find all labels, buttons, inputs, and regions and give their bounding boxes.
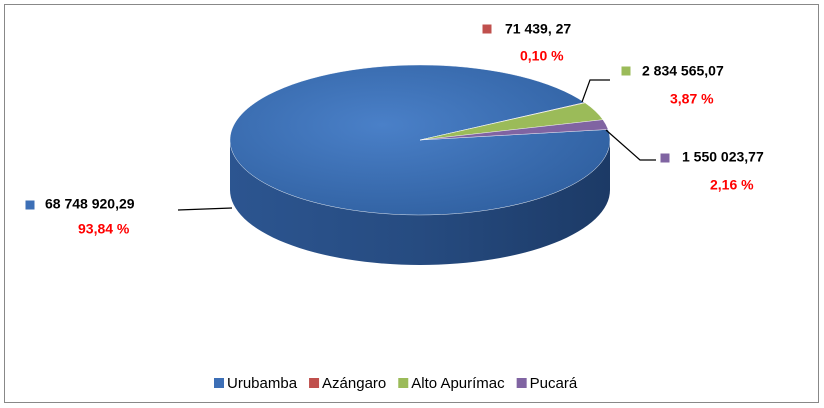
- value-label: 68 748 920,29: [45, 196, 135, 212]
- legend-swatch: [309, 378, 320, 388]
- value-label: 2 834 565,07: [642, 63, 724, 79]
- labels: 68 748 920,29 93,84 % 71 439, 27 0,10 % 2 83…: [25, 21, 764, 237]
- legend: Urubamba Azángaro Alto Apurímac Pucará: [214, 375, 578, 392]
- leader-line: [605, 129, 656, 161]
- label-marker: [660, 153, 670, 163]
- leader-line: [581, 79, 610, 103]
- pie: [229, 64, 611, 265]
- legend-label: Azángaro: [322, 375, 386, 392]
- legend-label: Urubamba: [227, 375, 298, 392]
- legend-label: Alto Apurímac: [411, 375, 505, 392]
- pie-slice: [419, 119, 609, 141]
- legend-swatch: [398, 378, 409, 388]
- value-label: 1 550 023,77: [682, 149, 764, 165]
- leader-line: [177, 207, 233, 211]
- percent-label: 93,84 %: [78, 221, 130, 237]
- percent-label: 0,10 %: [520, 48, 564, 64]
- percent-label: 3,87 %: [670, 91, 714, 107]
- pie-side: [230, 140, 610, 265]
- value-label: 71 439, 27: [505, 21, 571, 37]
- label-marker: [621, 66, 631, 76]
- legend-swatch: [516, 378, 527, 388]
- label-marker: [25, 200, 35, 210]
- legend-label: Pucará: [530, 375, 578, 392]
- percent-label: 2,16 %: [710, 177, 754, 193]
- label-marker: [482, 24, 492, 34]
- legend-swatch: [214, 378, 224, 388]
- pie-slice: [229, 64, 611, 216]
